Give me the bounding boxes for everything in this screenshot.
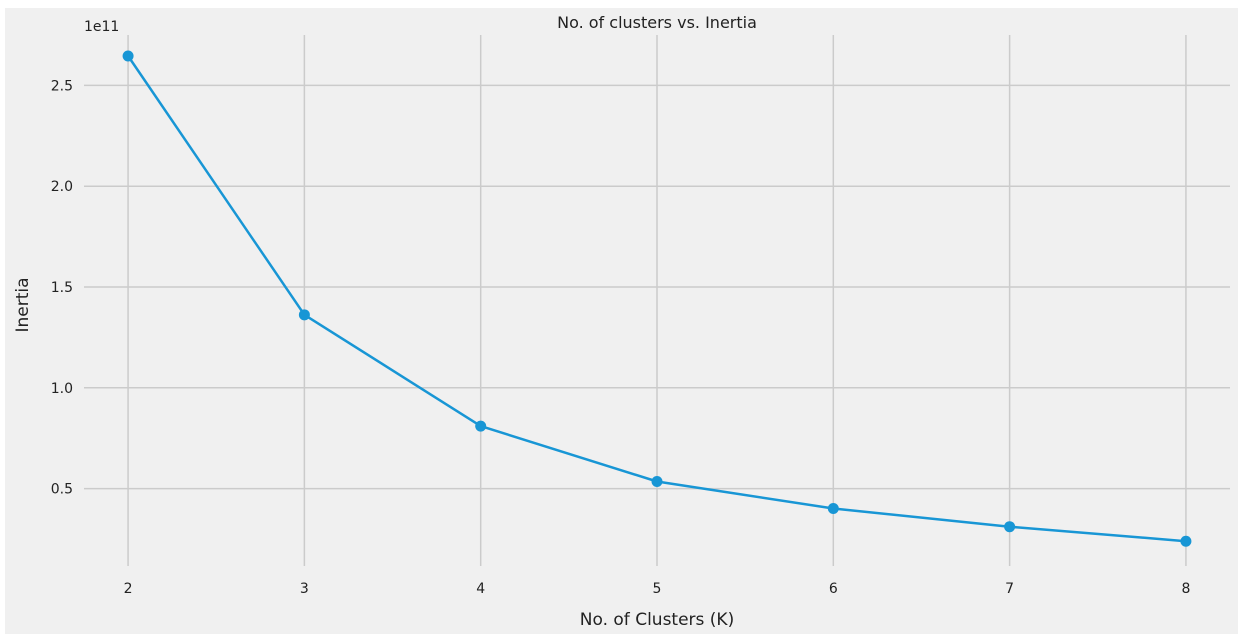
data-point [122,50,134,62]
data-point [298,309,310,321]
y-axis-offset-label: 1e11 [84,19,119,35]
plot-background [5,8,1238,634]
x-axis-label: No. of Clusters (K) [580,610,734,630]
grid-lines [84,35,1230,566]
x-tick-label: 4 [476,581,485,597]
y-tick-label: 2.5 [51,78,73,94]
data-point [475,420,487,432]
y-tick-label: 1.0 [51,381,73,397]
chart-title: No. of clusters vs. Inertia [557,13,757,32]
data-point [651,476,663,488]
data-point [1180,535,1192,547]
y-tick-label: 1.5 [51,280,73,296]
x-tick-label: 8 [1181,581,1190,597]
figure-top-border [0,0,1243,6]
x-tick-label: 6 [829,581,838,597]
x-tick-label: 5 [653,581,662,597]
series-layer [122,50,1192,547]
x-tick-label: 2 [124,581,133,597]
y-axis-label: Inertia [13,277,33,332]
y-tick-label: 0.5 [51,482,73,498]
y-tick-label: 2.0 [51,179,73,195]
x-tick-label: 7 [1005,581,1014,597]
tick-labels: 2 3 4 5 6 7 8 0.5 1.0 1.5 2.0 2.5 [51,78,1191,597]
data-point [1004,521,1016,533]
x-tick-label: 3 [300,581,309,597]
data-point [827,503,839,515]
